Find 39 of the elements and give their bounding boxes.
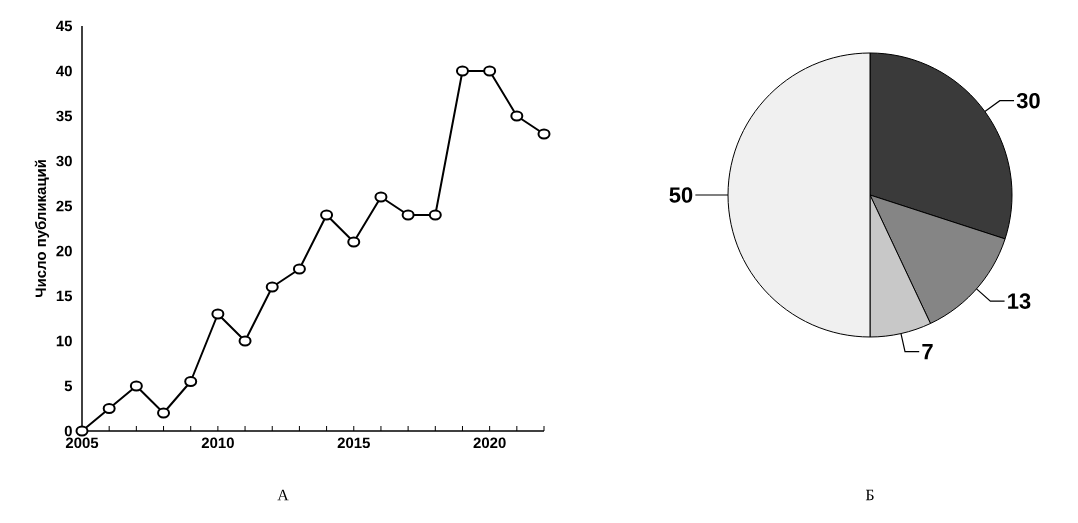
point [238, 335, 252, 347]
point [374, 191, 388, 203]
x-tick-label: 2005 [65, 437, 99, 449]
point [428, 209, 442, 221]
point [510, 110, 524, 122]
y-tick-label: 45 [56, 20, 73, 32]
point [320, 209, 334, 221]
point [184, 376, 198, 387]
point [102, 403, 116, 414]
point [455, 65, 469, 77]
y-tick-label: 30 [56, 155, 72, 167]
y-axis-title: Число публикаций [34, 160, 50, 298]
y-tick-label: 35 [56, 110, 73, 122]
point [75, 425, 89, 437]
x-tick-label: 2015 [337, 437, 370, 449]
data-label: 7 [922, 344, 933, 360]
point [211, 308, 225, 320]
point [129, 380, 143, 392]
y-tick-label: 15 [56, 290, 73, 302]
x-tick-label: 2020 [473, 437, 506, 449]
y-tick-label: 25 [56, 200, 73, 212]
data-label: 13 [1008, 293, 1031, 309]
point [157, 407, 171, 419]
y-tick-label: 10 [56, 335, 72, 347]
point [483, 65, 497, 77]
y-tick-label: 40 [56, 65, 72, 77]
point [265, 281, 279, 293]
y-tick-label: 5 [64, 380, 73, 392]
point [401, 209, 415, 221]
y-tick-label: 20 [56, 245, 72, 257]
y-tick-label: 0 [64, 425, 72, 437]
point [537, 128, 551, 140]
point [347, 236, 361, 248]
text: А [277, 489, 289, 501]
data-label: 30 [1016, 92, 1040, 109]
data-label: 50 [669, 187, 693, 203]
x-tick-label: 2010 [201, 437, 234, 449]
point [292, 263, 306, 275]
text: Б [865, 489, 874, 501]
